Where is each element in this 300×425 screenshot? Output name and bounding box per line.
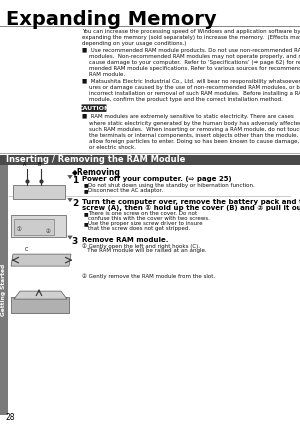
Text: such RAM modules.  When inserting or removing a RAM module, do not touch: such RAM modules. When inserting or remo… (82, 127, 300, 132)
Text: 3: 3 (72, 237, 78, 246)
Text: ◆Removing: ◆Removing (72, 167, 121, 177)
Bar (0, 164, 8, 415)
Text: CAUTION: CAUTION (78, 106, 110, 110)
Text: Turn the computer over, remove the battery pack and the: Turn the computer over, remove the batte… (82, 199, 300, 205)
Text: ■  Use recommended RAM module products. Do not use non-recommended RAM: ■ Use recommended RAM module products. D… (82, 48, 300, 53)
Polygon shape (14, 291, 67, 299)
Text: Do not shut down using the standby or hibernation function.: Do not shut down using the standby or hi… (88, 183, 255, 187)
Text: or electric shock.: or electric shock. (82, 145, 136, 150)
Text: that the screw does not get stripped.: that the screw does not get stripped. (88, 226, 190, 231)
Text: You can increase the processing speed of Windows and application software by: You can increase the processing speed of… (82, 29, 300, 34)
Text: B: B (37, 162, 41, 167)
Text: incorrect installation or removal of such RAM modules.  Before installing a RAM: incorrect installation or removal of suc… (82, 91, 300, 96)
Text: Inserting / Removing the RAM Module: Inserting / Removing the RAM Module (6, 155, 185, 164)
Text: module, confirm the product type and the correct installation method.: module, confirm the product type and the… (82, 97, 283, 102)
Text: expanding the memory (sold separately) to increase the memory.  (Effects may dif: expanding the memory (sold separately) t… (82, 35, 300, 40)
Text: allow foreign particles to enter. Doing so has been known to cause damage, fire: allow foreign particles to enter. Doing … (82, 139, 300, 144)
Text: ■  Matsushita Electric Industrial Co., Ltd. will bear no responsibility whatsoev: ■ Matsushita Electric Industrial Co., Lt… (82, 79, 300, 84)
FancyBboxPatch shape (13, 184, 65, 198)
Text: 1: 1 (72, 176, 78, 185)
Text: depending on your usage conditions.): depending on your usage conditions.) (82, 41, 186, 46)
Text: modules.  Non-recommended RAM modules may not operate properly, and may: modules. Non-recommended RAM modules may… (82, 54, 300, 59)
Text: confuse this with the cover with two screws.: confuse this with the cover with two scr… (88, 216, 210, 221)
Text: The RAM module will be raised at an angle.: The RAM module will be raised at an angl… (82, 248, 207, 253)
Text: the terminals or internal components, insert objects other than the module, or: the terminals or internal components, in… (82, 133, 300, 138)
Bar (0, 155, 300, 164)
Text: ① Gently open the left and right hooks (C).: ① Gently open the left and right hooks (… (82, 243, 200, 249)
Text: C: C (25, 247, 28, 252)
Text: ■: ■ (84, 183, 88, 187)
Text: ures or damage caused by the use of non-recommended RAM modules, or by: ures or damage caused by the use of non-… (82, 85, 300, 90)
Text: Getting Started: Getting Started (2, 264, 7, 316)
Text: Power off your computer. (⇨ page 25): Power off your computer. (⇨ page 25) (82, 176, 232, 182)
Text: screw (A), then ① hold up the cover (B) and ② pull it out.: screw (A), then ① hold up the cover (B) … (82, 204, 300, 211)
Text: 2: 2 (72, 199, 78, 208)
FancyBboxPatch shape (11, 215, 66, 237)
Text: Remove RAM module.: Remove RAM module. (82, 237, 169, 243)
Text: Use the proper size screw driver to insure: Use the proper size screw driver to insu… (88, 221, 202, 226)
Polygon shape (67, 175, 73, 179)
Bar (9, 196, 291, 197)
Text: ■  RAM modules are extremely sensitive to static electricity. There are cases: ■ RAM modules are extremely sensitive to… (82, 114, 294, 119)
Text: cause damage to your computer.  Refer to ‘Specifications’ (⇒ page 62) for recom-: cause damage to your computer. Refer to … (82, 60, 300, 65)
Text: where static electricity generated by the human body has adversely affected: where static electricity generated by th… (82, 121, 300, 126)
Text: RAM module.: RAM module. (82, 72, 125, 77)
Text: ■: ■ (84, 188, 88, 193)
Bar (0, 26, 300, 27)
Text: ■: ■ (84, 211, 88, 216)
Text: A: A (23, 162, 27, 167)
Text: Disconnect the AC adaptor.: Disconnect the AC adaptor. (88, 188, 163, 193)
Text: ② Gently remove the RAM module from the slot.: ② Gently remove the RAM module from the … (82, 273, 215, 279)
Polygon shape (67, 198, 73, 202)
FancyBboxPatch shape (11, 297, 69, 313)
Polygon shape (67, 235, 73, 240)
Text: ②: ② (46, 229, 51, 234)
Text: Expanding Memory: Expanding Memory (6, 10, 217, 29)
Text: 28: 28 (5, 413, 14, 422)
Polygon shape (11, 254, 71, 266)
FancyBboxPatch shape (14, 218, 54, 235)
Text: ■: ■ (84, 221, 88, 226)
Text: There is one screw on the cover. Do not: There is one screw on the cover. Do not (88, 211, 197, 216)
Text: ①: ① (17, 227, 22, 232)
Text: mended RAM module specifications. Refer to various sources for recommended: mended RAM module specifications. Refer … (82, 66, 300, 71)
FancyBboxPatch shape (82, 105, 106, 112)
